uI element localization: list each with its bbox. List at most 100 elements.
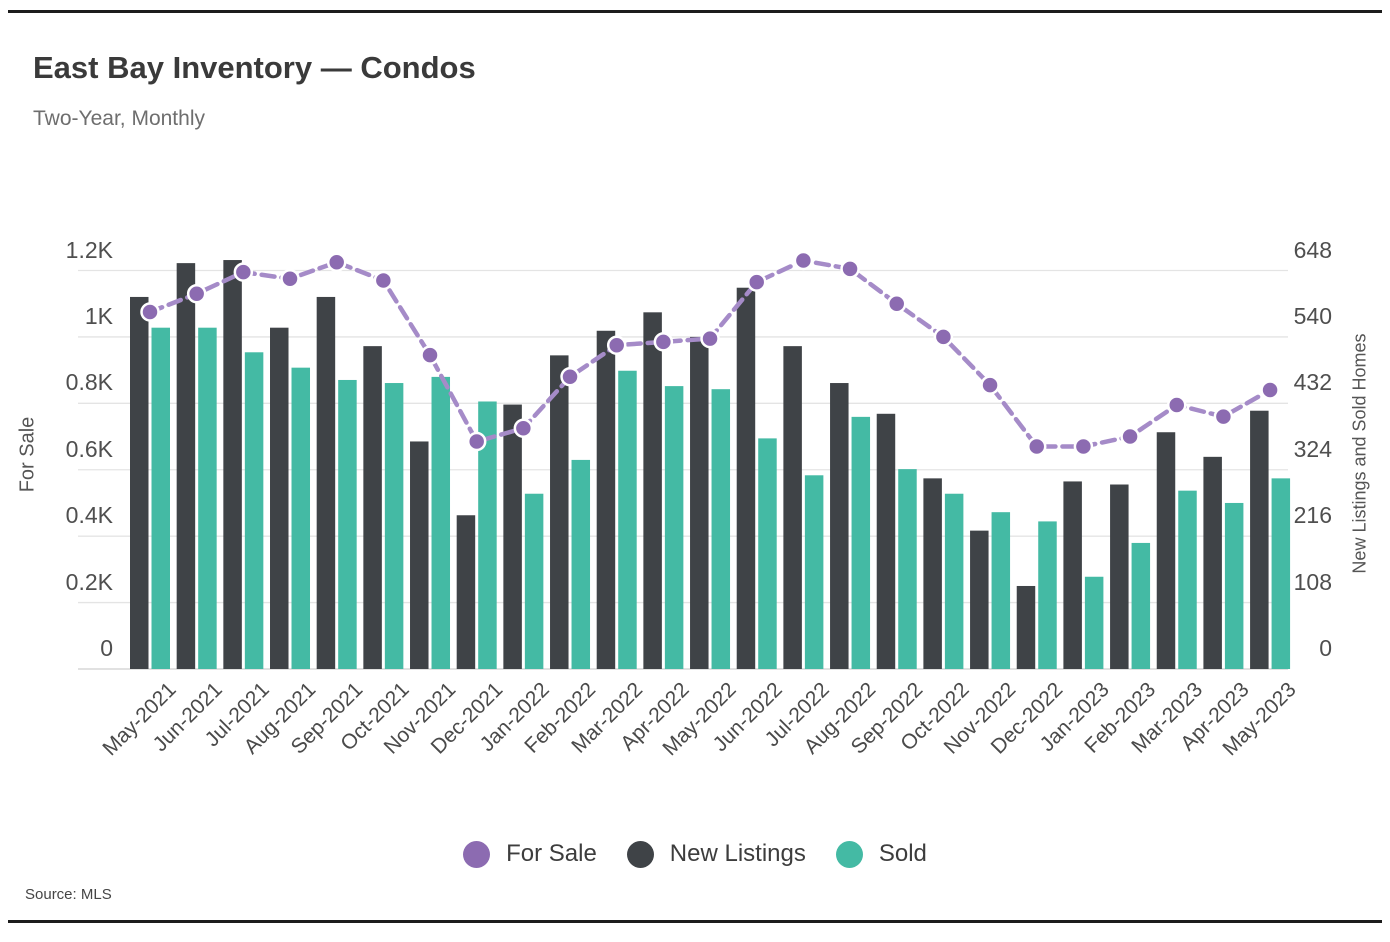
bottom-rule <box>8 920 1382 923</box>
bar-sold-May-2021 <box>151 327 170 669</box>
for-sale-point-Jul-2022 <box>793 250 814 271</box>
bar-sold-Aug-2021 <box>291 367 311 669</box>
page-title: East Bay Inventory — Condos <box>33 50 476 85</box>
bar-sold-May-2023 <box>1271 478 1291 669</box>
right-tick-0: 0 <box>1319 635 1332 661</box>
bar-sold-Nov-2021 <box>431 376 451 669</box>
bar-new-listings-Jul-2022 <box>783 346 802 669</box>
bar-sold-Mar-2022 <box>618 370 637 669</box>
bar-sold-Oct-2021 <box>384 383 404 669</box>
left-tick-0.2K: 0.2K <box>65 568 113 595</box>
bar-sold-Oct-2022 <box>944 493 964 669</box>
legend-label: Sold <box>878 840 927 867</box>
bar-new-listings-Jun-2021 <box>176 263 196 669</box>
for-sale-point-Nov-2021 <box>420 345 440 365</box>
for-sale-point-Sep-2022 <box>886 293 907 314</box>
bar-new-listings-Apr-2023 <box>1203 456 1222 669</box>
bar-new-listings-Feb-2022 <box>550 355 569 669</box>
for-sale-point-Jan-2022 <box>513 418 534 438</box>
bar-new-listings-Jan-2023 <box>1063 481 1082 669</box>
bar-sold-Sep-2021 <box>338 379 357 669</box>
for-sale-point-Jun-2022 <box>746 272 767 292</box>
bar-new-listings-Nov-2021 <box>410 441 429 669</box>
bar-sold-Jul-2021 <box>244 352 264 669</box>
for-sale-point-Dec-2022 <box>1026 436 1047 457</box>
plot-area <box>78 250 1291 670</box>
bar-new-listings-May-2021 <box>130 296 149 669</box>
bar-sold-Apr-2022 <box>664 386 684 669</box>
bar-sold-Jan-2022 <box>524 493 544 669</box>
legend-label: New Listings <box>669 840 806 867</box>
for-sale-point-Oct-2021 <box>373 270 394 291</box>
new-listings-swatch-icon <box>626 840 654 868</box>
bar-new-listings-May-2023 <box>1250 410 1269 669</box>
sold-swatch-icon <box>835 840 863 868</box>
right-tick-540: 540 <box>1293 302 1332 329</box>
for-sale-point-Feb-2023 <box>1120 426 1140 447</box>
bar-sold-Aug-2022 <box>851 416 871 669</box>
for-sale-point-Mar-2023 <box>1166 395 1187 415</box>
bar-sold-Apr-2023 <box>1224 502 1244 669</box>
left-tick-0: 0 <box>100 635 113 661</box>
legend-item-new-listings: New Listings <box>626 840 806 868</box>
for-sale-point-Jun-2021 <box>186 283 207 304</box>
right-tick-648: 648 <box>1293 236 1332 263</box>
for-sale-swatch-icon <box>463 840 491 868</box>
for-sale-point-May-2021 <box>140 302 160 322</box>
for-sale-point-Apr-2023 <box>1213 406 1234 427</box>
bar-sold-Jun-2021 <box>198 327 217 669</box>
bar-sold-Mar-2023 <box>1178 490 1197 669</box>
bar-new-listings-Jul-2021 <box>223 260 242 669</box>
legend-item-sold: Sold <box>835 840 927 868</box>
for-sale-point-Aug-2022 <box>840 259 860 279</box>
legend-item-for-sale: For Sale <box>463 840 597 868</box>
bar-sold-Dec-2022 <box>1038 521 1057 669</box>
bar-new-listings-Sep-2022 <box>876 413 896 669</box>
bar-new-listings-Mar-2022 <box>596 330 616 669</box>
left-tick-1K: 1K <box>84 302 113 329</box>
left-tick-0.8K: 0.8K <box>65 369 113 396</box>
legend-label: For Sale <box>506 840 597 867</box>
left-tick-0.4K: 0.4K <box>65 502 113 529</box>
top-rule <box>8 10 1382 13</box>
bar-new-listings-Mar-2023 <box>1156 432 1176 669</box>
page-subtitle: Two-Year, Monthly <box>33 107 205 130</box>
bar-new-listings-Dec-2022 <box>1016 585 1036 669</box>
bar-new-listings-Jun-2022 <box>736 287 756 669</box>
for-sale-point-Apr-2022 <box>653 332 674 352</box>
right-tick-432: 432 <box>1293 369 1332 396</box>
right-tick-324: 324 <box>1293 435 1332 462</box>
bar-sold-Jan-2023 <box>1084 576 1104 669</box>
bar-sold-Dec-2021 <box>478 401 497 669</box>
for-sale-point-Nov-2022 <box>980 375 1000 395</box>
chart-legend: For Sale New Listings Sold <box>0 840 1390 868</box>
bar-new-listings-May-2022 <box>690 336 709 669</box>
bar-sold-May-2022 <box>711 389 731 669</box>
bar-new-listings-Aug-2022 <box>830 383 849 669</box>
source-note: Source: MLS <box>25 886 112 903</box>
for-sale-point-Feb-2022 <box>560 367 580 387</box>
bar-new-listings-Apr-2022 <box>643 312 662 669</box>
for-sale-point-Jan-2023 <box>1073 436 1094 457</box>
right-tick-108: 108 <box>1293 568 1332 595</box>
right-tick-216: 216 <box>1293 502 1332 529</box>
for-sale-point-Mar-2022 <box>606 335 627 355</box>
for-sale-point-May-2022 <box>700 328 720 349</box>
for-sale-point-Sep-2021 <box>326 252 347 272</box>
for-sale-point-Aug-2021 <box>280 269 300 289</box>
bar-sold-Feb-2022 <box>571 459 591 669</box>
for-sale-point-Dec-2021 <box>466 431 487 452</box>
bar-new-listings-Sep-2021 <box>316 296 336 669</box>
for-sale-point-Oct-2022 <box>933 327 954 347</box>
for-sale-point-May-2023 <box>1260 380 1280 400</box>
bar-new-listings-Feb-2023 <box>1110 484 1129 669</box>
bar-sold-Nov-2022 <box>991 512 1011 669</box>
bar-sold-Feb-2023 <box>1131 542 1151 669</box>
bar-new-listings-Oct-2021 <box>363 346 382 669</box>
bar-new-listings-Aug-2021 <box>270 327 289 669</box>
left-tick-0.6K: 0.6K <box>65 435 113 462</box>
bar-new-listings-Oct-2022 <box>923 478 942 669</box>
bar-sold-Jun-2022 <box>758 438 777 669</box>
bar-new-listings-Nov-2022 <box>970 530 989 669</box>
